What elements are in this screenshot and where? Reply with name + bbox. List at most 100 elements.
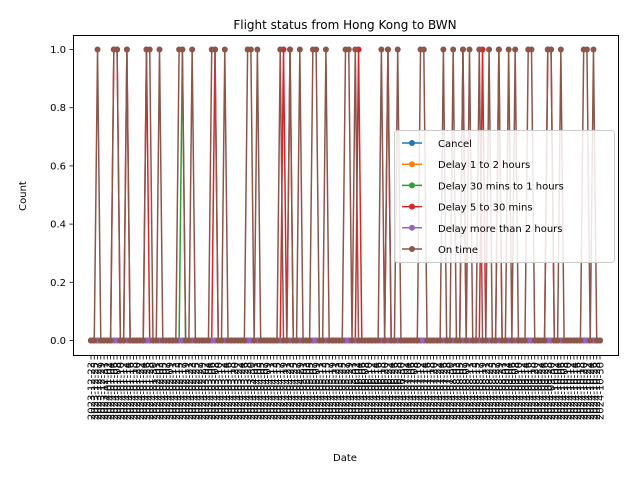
x-tick-label: 2024-09-10 bbox=[514, 362, 525, 420]
x-tick-label: 2024-07-06 bbox=[406, 362, 417, 420]
x-tick-label: 2024-02-11 bbox=[168, 362, 179, 420]
y-tick-label: 0.0 bbox=[50, 336, 66, 347]
x-axis-label: Date bbox=[333, 453, 357, 464]
x-tick-label: 2024-05-19 bbox=[328, 362, 339, 420]
x-tick-label: 2024-06-26 bbox=[390, 362, 401, 420]
x-tick-label: 2024-04-29 bbox=[295, 362, 306, 420]
x-tick-label: 2024-05-13 bbox=[318, 362, 329, 420]
x-tick-label: 2024-09-26 bbox=[540, 362, 551, 420]
x-tick-label: 2024-05-01 bbox=[299, 362, 310, 420]
x-tick-label: 2024-09-06 bbox=[507, 362, 518, 420]
x-tick-label: 2023-12-27 bbox=[93, 362, 104, 420]
x-tick-label: 2024-09-20 bbox=[530, 362, 541, 420]
x-tick-label: 2024-01-22 bbox=[135, 362, 146, 420]
data-point bbox=[293, 337, 300, 344]
data-point bbox=[296, 46, 303, 53]
x-tick-label: 2024-03-06 bbox=[207, 362, 218, 420]
x-tick-label: 2024-08-11 bbox=[465, 362, 476, 420]
data-point bbox=[508, 337, 515, 344]
x-tick-label: 2024-10-28 bbox=[592, 362, 603, 420]
x-tick-label: 2024-09-30 bbox=[547, 362, 558, 420]
x-tick-label: 2024-09-16 bbox=[524, 362, 535, 420]
x-tick-label: 2024-08-31 bbox=[498, 362, 509, 420]
data-point bbox=[512, 46, 519, 53]
data-point bbox=[313, 46, 320, 53]
x-tick-label: 2024-08-29 bbox=[494, 362, 505, 420]
x-tick-label: 2024-03-08 bbox=[210, 362, 221, 420]
x-tick-label: 2024-08-19 bbox=[478, 362, 489, 420]
x-tick-label: 2024-08-05 bbox=[455, 362, 466, 420]
legend-box bbox=[394, 130, 615, 263]
x-tick-label: 2024-05-23 bbox=[334, 362, 345, 420]
data-point bbox=[172, 337, 179, 344]
y-tick-label: 1.0 bbox=[50, 45, 66, 56]
x-tick-label: 2024-02-29 bbox=[197, 362, 208, 420]
x-tick-label: 2024-04-15 bbox=[272, 362, 283, 420]
data-point bbox=[466, 46, 473, 53]
x-tick-label: 2024-04-01 bbox=[250, 362, 261, 420]
data-point bbox=[414, 337, 421, 344]
x-tick-label: 2024-08-15 bbox=[472, 362, 483, 420]
y-axis: 0.0 0.2 0.4 0.6 0.8 1.0 bbox=[50, 45, 74, 347]
data-point bbox=[391, 337, 398, 344]
data-point bbox=[381, 337, 388, 344]
x-tick-label: 2024-05-17 bbox=[325, 362, 336, 420]
x-tick-label: 2024-01-14 bbox=[122, 362, 133, 420]
data-point bbox=[463, 337, 470, 344]
x-tick-label: 2024-10-30 bbox=[596, 362, 607, 420]
x-tick-label: 2024-02-09 bbox=[165, 362, 176, 420]
x-tick-label: 2024-07-18 bbox=[426, 362, 437, 420]
data-point bbox=[322, 46, 329, 53]
x-tick-label: 2024-10-08 bbox=[560, 362, 571, 420]
x-tick-label: 2023-12-25 bbox=[90, 362, 101, 420]
data-point bbox=[437, 337, 444, 344]
x-tick-label: 2024-02-17 bbox=[178, 362, 189, 420]
legend-marker bbox=[409, 161, 415, 168]
data-point bbox=[211, 46, 218, 53]
data-point bbox=[319, 337, 326, 344]
data-point bbox=[91, 337, 98, 344]
x-tick-label: 2024-01-16 bbox=[126, 362, 137, 420]
data-point bbox=[273, 337, 280, 344]
data-point bbox=[277, 46, 284, 53]
x-tick-label: 2024-07-22 bbox=[432, 362, 443, 420]
x-tick-label: 2024-03-20 bbox=[230, 362, 241, 420]
data-point bbox=[349, 337, 356, 344]
x-tick-label: 2024-08-13 bbox=[468, 362, 479, 420]
legend-label: Cancel bbox=[438, 139, 472, 150]
x-tick-label: 2024-09-18 bbox=[527, 362, 538, 420]
x-tick-label: 2024-06-28 bbox=[393, 362, 404, 420]
x-tick-label: 2024-07-02 bbox=[400, 362, 411, 420]
data-point bbox=[283, 337, 290, 344]
x-tick-label: 2024-05-27 bbox=[341, 362, 352, 420]
data-point bbox=[287, 46, 294, 53]
data-point bbox=[587, 337, 594, 344]
x-tick-label: 2023-12-23 bbox=[87, 362, 98, 420]
x-tick-label: 2024-09-28 bbox=[543, 362, 554, 420]
data-point bbox=[254, 46, 261, 53]
data-point bbox=[384, 46, 391, 53]
x-tick-label: 2024-06-24 bbox=[387, 362, 398, 420]
y-tick-label: 0.4 bbox=[50, 220, 66, 231]
data-point bbox=[597, 337, 603, 344]
data-point bbox=[583, 46, 590, 53]
x-axis: 2023-12-232023-12-252023-12-272023-12-29… bbox=[87, 355, 607, 420]
x-tick-label: 2024-02-03 bbox=[155, 362, 166, 420]
data-point bbox=[241, 337, 248, 344]
legend-label: Delay more than 2 hours bbox=[438, 224, 563, 235]
x-tick-label: 2024-10-22 bbox=[582, 362, 593, 420]
x-tick-label: 2024-05-21 bbox=[331, 362, 342, 420]
plot-frame bbox=[73, 35, 619, 356]
x-tick-label: 2023-12-29 bbox=[96, 362, 107, 420]
x-tick-label: 2024-02-21 bbox=[184, 362, 195, 420]
x-tick-label: 2024-07-10 bbox=[413, 362, 424, 420]
x-tick-label: 2024-08-21 bbox=[481, 362, 492, 420]
x-tick-label: 2024-06-14 bbox=[370, 362, 381, 420]
x-tick-label: 2024-10-02 bbox=[550, 362, 561, 420]
data-point bbox=[185, 337, 192, 344]
x-tick-label: 2024-05-03 bbox=[302, 362, 313, 420]
y-tick-label: 0.2 bbox=[50, 278, 66, 289]
x-tick-label: 2024-09-04 bbox=[504, 362, 515, 420]
x-tick-label: 2024-10-06 bbox=[556, 362, 567, 420]
